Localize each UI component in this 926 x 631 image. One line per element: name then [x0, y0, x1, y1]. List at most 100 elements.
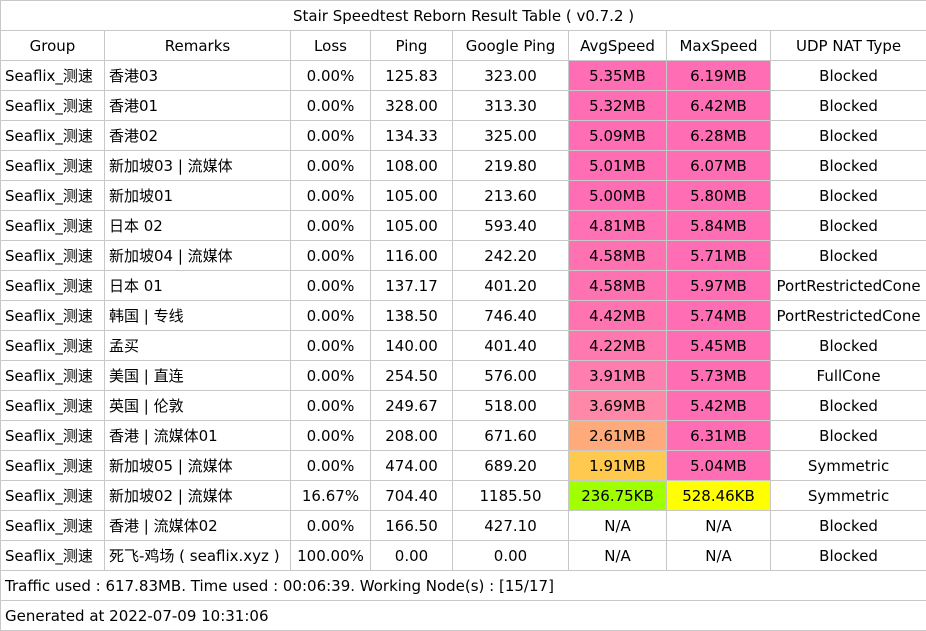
cell-avg-speed: 3.91MB	[569, 361, 667, 391]
table-title: Stair Speedtest Reborn Result Table ( v0…	[1, 1, 926, 31]
cell-google-ping: 576.00	[453, 361, 569, 391]
cell-udp-nat-type: Symmetric	[771, 451, 926, 481]
cell-loss: 0.00%	[291, 331, 371, 361]
header-google-ping: Google Ping	[453, 31, 569, 61]
cell-ping: 116.00	[371, 241, 453, 271]
cell-remarks: 新加坡04 | 流媒体	[105, 241, 291, 271]
cell-loss: 100.00%	[291, 541, 371, 571]
cell-max-speed: 5.71MB	[667, 241, 771, 271]
cell-udp-nat-type: Blocked	[771, 181, 926, 211]
cell-avg-speed: 5.01MB	[569, 151, 667, 181]
cell-remarks: 孟买	[105, 331, 291, 361]
cell-avg-speed: 1.91MB	[569, 451, 667, 481]
cell-loss: 0.00%	[291, 361, 371, 391]
cell-group: Seaflix_测速	[1, 511, 105, 541]
cell-google-ping: 1185.50	[453, 481, 569, 511]
cell-max-speed: N/A	[667, 511, 771, 541]
cell-ping: 125.83	[371, 61, 453, 91]
cell-group: Seaflix_测速	[1, 331, 105, 361]
cell-google-ping: 313.30	[453, 91, 569, 121]
cell-group: Seaflix_测速	[1, 61, 105, 91]
cell-google-ping: 242.20	[453, 241, 569, 271]
header-loss: Loss	[291, 31, 371, 61]
cell-group: Seaflix_测速	[1, 181, 105, 211]
cell-max-speed: 5.45MB	[667, 331, 771, 361]
cell-ping: 704.40	[371, 481, 453, 511]
cell-max-speed: 5.84MB	[667, 211, 771, 241]
cell-max-speed: 5.80MB	[667, 181, 771, 211]
cell-loss: 0.00%	[291, 121, 371, 151]
cell-avg-speed: N/A	[569, 511, 667, 541]
cell-group: Seaflix_测速	[1, 271, 105, 301]
header-avg-speed: AvgSpeed	[569, 31, 667, 61]
cell-udp-nat-type: Blocked	[771, 211, 926, 241]
cell-group: Seaflix_测速	[1, 391, 105, 421]
cell-remarks: 香港02	[105, 121, 291, 151]
cell-group: Seaflix_测速	[1, 541, 105, 571]
cell-max-speed: 5.42MB	[667, 391, 771, 421]
cell-loss: 0.00%	[291, 211, 371, 241]
cell-ping: 0.00	[371, 541, 453, 571]
cell-group: Seaflix_测速	[1, 151, 105, 181]
cell-udp-nat-type: Blocked	[771, 151, 926, 181]
cell-loss: 0.00%	[291, 511, 371, 541]
cell-remarks: 新加坡02 | 流媒体	[105, 481, 291, 511]
cell-loss: 0.00%	[291, 181, 371, 211]
cell-avg-speed: 4.42MB	[569, 301, 667, 331]
cell-max-speed: 6.28MB	[667, 121, 771, 151]
cell-avg-speed: N/A	[569, 541, 667, 571]
cell-udp-nat-type: Blocked	[771, 91, 926, 121]
cell-remarks: 新加坡05 | 流媒体	[105, 451, 291, 481]
header-udp-nat-type: UDP NAT Type	[771, 31, 926, 61]
cell-avg-speed: 4.81MB	[569, 211, 667, 241]
cell-udp-nat-type: Blocked	[771, 511, 926, 541]
cell-ping: 108.00	[371, 151, 453, 181]
cell-group: Seaflix_测速	[1, 241, 105, 271]
cell-max-speed: 5.73MB	[667, 361, 771, 391]
cell-udp-nat-type: Blocked	[771, 391, 926, 421]
cell-loss: 0.00%	[291, 151, 371, 181]
cell-ping: 254.50	[371, 361, 453, 391]
header-remarks: Remarks	[105, 31, 291, 61]
cell-max-speed: 528.46KB	[667, 481, 771, 511]
cell-group: Seaflix_测速	[1, 421, 105, 451]
cell-ping: 208.00	[371, 421, 453, 451]
cell-remarks: 日本 02	[105, 211, 291, 241]
cell-ping: 249.67	[371, 391, 453, 421]
cell-udp-nat-type: Symmetric	[771, 481, 926, 511]
cell-ping: 328.00	[371, 91, 453, 121]
cell-max-speed: N/A	[667, 541, 771, 571]
cell-ping: 105.00	[371, 181, 453, 211]
cell-avg-speed: 5.32MB	[569, 91, 667, 121]
cell-udp-nat-type: FullCone	[771, 361, 926, 391]
cell-group: Seaflix_测速	[1, 121, 105, 151]
cell-avg-speed: 3.69MB	[569, 391, 667, 421]
cell-remarks: 香港01	[105, 91, 291, 121]
cell-max-speed: 5.04MB	[667, 451, 771, 481]
cell-remarks: 韩国 | 专线	[105, 301, 291, 331]
cell-loss: 0.00%	[291, 91, 371, 121]
generated-timestamp: Generated at 2022-07-09 10:31:06	[1, 601, 926, 631]
cell-udp-nat-type: Blocked	[771, 121, 926, 151]
cell-google-ping: 401.40	[453, 331, 569, 361]
cell-avg-speed: 5.00MB	[569, 181, 667, 211]
cell-google-ping: 325.00	[453, 121, 569, 151]
cell-remarks: 香港03	[105, 61, 291, 91]
cell-max-speed: 6.31MB	[667, 421, 771, 451]
cell-google-ping: 671.60	[453, 421, 569, 451]
cell-google-ping: 401.20	[453, 271, 569, 301]
cell-group: Seaflix_测速	[1, 361, 105, 391]
cell-google-ping: 746.40	[453, 301, 569, 331]
cell-avg-speed: 2.61MB	[569, 421, 667, 451]
cell-udp-nat-type: PortRestrictedCone	[771, 271, 926, 301]
cell-ping: 137.17	[371, 271, 453, 301]
